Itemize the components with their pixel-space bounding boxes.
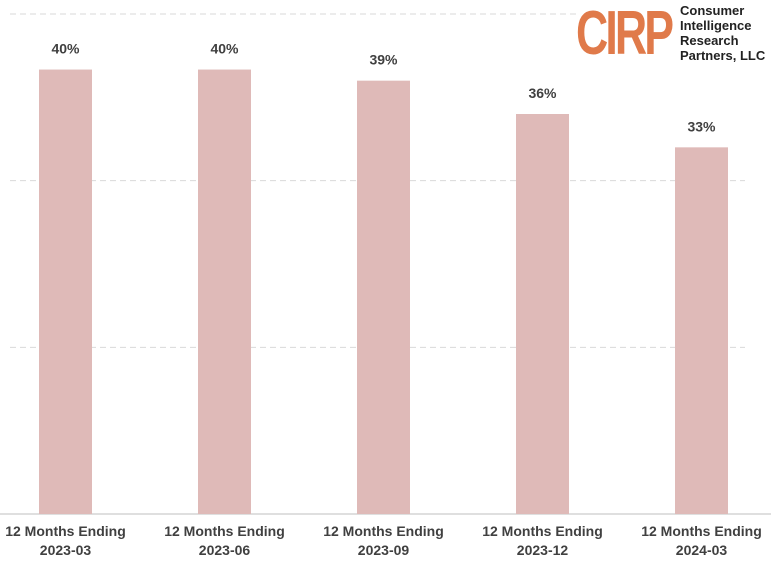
bar [675, 147, 728, 515]
logo-line: Intelligence [680, 18, 752, 33]
x-tick-label: 12 Months Ending 2023-03 [5, 523, 126, 558]
logo-line: Consumer [680, 3, 745, 18]
x-tick-label: 12 Months Ending 2023-09 [323, 523, 444, 558]
logo-mark: CIRP [576, 0, 674, 68]
value-label: 40% [51, 41, 80, 57]
value-label: 36% [528, 85, 557, 101]
bar [198, 69, 251, 515]
logo: CIRP Consumer Intelligence Research Partner… [576, 0, 766, 68]
value-label: 40% [210, 41, 239, 57]
bar [516, 114, 569, 514]
value-label: 39% [369, 52, 398, 68]
x-tick-label: 12 Months Ending 2024-03 [641, 523, 762, 558]
value-label: 33% [687, 118, 716, 134]
logo-line: Partners, LLC [680, 48, 766, 63]
bar [39, 69, 92, 515]
x-tick-label: 12 Months Ending 2023-06 [164, 523, 285, 558]
x-tick-label: 12 Months Ending 2023-12 [482, 523, 603, 558]
logo-line: Research [680, 33, 739, 48]
logo-text: Consumer Intelligence Research Partners, LL… [680, 3, 765, 63]
bar [357, 80, 410, 515]
